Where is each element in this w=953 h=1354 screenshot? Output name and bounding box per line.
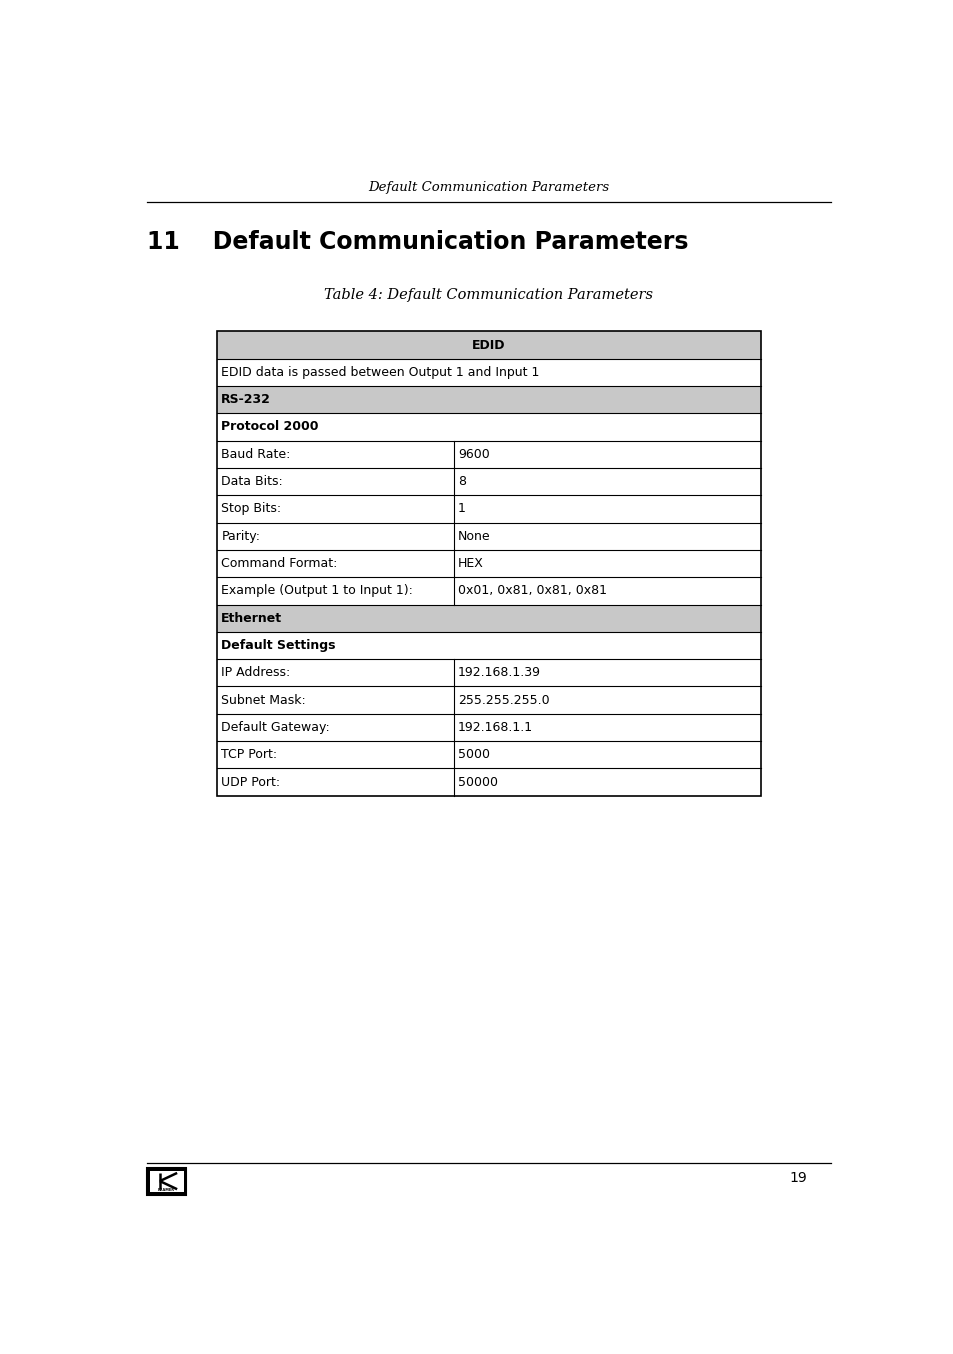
Bar bbox=[216, 468, 760, 496]
Text: EDID: EDID bbox=[472, 338, 505, 352]
Bar bbox=[216, 359, 760, 386]
Text: 1: 1 bbox=[457, 502, 465, 516]
Text: UDP Port:: UDP Port: bbox=[221, 776, 280, 788]
Bar bbox=[216, 604, 760, 632]
Text: 19: 19 bbox=[788, 1171, 806, 1185]
Text: 9600: 9600 bbox=[457, 448, 489, 460]
Bar bbox=[216, 496, 760, 523]
Text: Table 4: Default Communication Parameters: Table 4: Default Communication Parameter… bbox=[324, 288, 653, 302]
Text: 5000: 5000 bbox=[457, 749, 490, 761]
Text: Subnet Mask:: Subnet Mask: bbox=[221, 693, 306, 707]
Text: Protocol 2000: Protocol 2000 bbox=[221, 421, 318, 433]
Text: Data Bits:: Data Bits: bbox=[221, 475, 283, 487]
Bar bbox=[216, 659, 760, 686]
Text: Default Settings: Default Settings bbox=[221, 639, 335, 653]
Bar bbox=[216, 686, 760, 714]
Bar bbox=[216, 332, 760, 796]
Bar bbox=[216, 550, 760, 577]
Text: 8: 8 bbox=[457, 475, 465, 487]
Text: Ethernet: Ethernet bbox=[221, 612, 282, 624]
Bar bbox=[150, 1171, 183, 1192]
Text: HEX: HEX bbox=[457, 556, 483, 570]
Bar bbox=[216, 632, 760, 659]
Text: KRAMER: KRAMER bbox=[158, 1187, 175, 1192]
Bar bbox=[216, 769, 760, 796]
Bar bbox=[216, 332, 760, 359]
Text: None: None bbox=[457, 529, 490, 543]
Text: 11    Default Communication Parameters: 11 Default Communication Parameters bbox=[147, 230, 688, 253]
Text: 192.168.1.39: 192.168.1.39 bbox=[457, 666, 540, 680]
Text: 255.255.255.0: 255.255.255.0 bbox=[457, 693, 549, 707]
Bar bbox=[216, 741, 760, 769]
Text: Parity:: Parity: bbox=[221, 529, 260, 543]
Bar bbox=[216, 523, 760, 550]
Text: 192.168.1.1: 192.168.1.1 bbox=[457, 720, 533, 734]
Text: TCP Port:: TCP Port: bbox=[221, 749, 277, 761]
Text: 50000: 50000 bbox=[457, 776, 497, 788]
Text: EDID data is passed between Output 1 and Input 1: EDID data is passed between Output 1 and… bbox=[221, 366, 539, 379]
Text: Example (Output 1 to Input 1):: Example (Output 1 to Input 1): bbox=[221, 585, 413, 597]
Text: Default Communication Parameters: Default Communication Parameters bbox=[368, 180, 609, 194]
Bar bbox=[216, 386, 760, 413]
Bar bbox=[216, 413, 760, 440]
Text: Stop Bits:: Stop Bits: bbox=[221, 502, 281, 516]
Text: RS-232: RS-232 bbox=[221, 393, 271, 406]
Text: Command Format:: Command Format: bbox=[221, 556, 337, 570]
Bar bbox=[216, 577, 760, 604]
Text: Default Gateway:: Default Gateway: bbox=[221, 720, 330, 734]
Bar bbox=[216, 714, 760, 741]
Text: IP Address:: IP Address: bbox=[221, 666, 291, 680]
Text: Baud Rate:: Baud Rate: bbox=[221, 448, 291, 460]
Bar bbox=[216, 440, 760, 468]
Text: 0x01, 0x81, 0x81, 0x81: 0x01, 0x81, 0x81, 0x81 bbox=[457, 585, 606, 597]
Bar bbox=[147, 1167, 186, 1194]
